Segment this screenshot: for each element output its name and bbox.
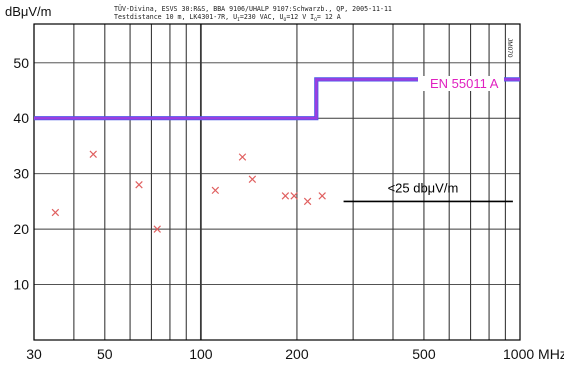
legend-label-background — [418, 76, 504, 91]
header-line-2-sub-1: I — [237, 17, 240, 23]
measurement-point — [89, 150, 97, 159]
measurement-point — [211, 186, 220, 195]
y-axis-label: dBμV/m — [5, 4, 52, 19]
measurement-point — [238, 153, 247, 161]
measurement-point — [51, 208, 60, 217]
header-line-2-part-2: =230 VAC, U — [240, 13, 284, 21]
measurement-point — [318, 192, 326, 200]
legend: EN 55011 A — [418, 76, 504, 91]
measurement-series — [51, 150, 326, 233]
x-tick-label: 100 — [189, 346, 213, 362]
side-label: JM070 — [506, 38, 513, 58]
measurement-point — [135, 181, 143, 189]
header-line-2-sub-3: O — [314, 17, 317, 23]
annotation-group: <25 dbμV/m — [343, 180, 513, 203]
x-tick-label: 1000 MHz — [503, 346, 564, 362]
measurement-point — [281, 192, 290, 200]
y-tick-label: 10 — [13, 277, 29, 293]
header-line-2-part-3: =12 V I — [286, 13, 314, 21]
annotation-label: <25 dbμV/m — [388, 180, 459, 195]
y-tick-label: 50 — [13, 55, 29, 71]
y-tick-label: 30 — [13, 166, 29, 182]
legend-label: EN 55011 A — [430, 76, 499, 91]
measurement-point — [303, 197, 312, 206]
x-tick-labels: 30 50 100 200 500 1000 MHz — [26, 346, 564, 362]
header-line-2: Testdistance 10 m, LK4301-7R, UI=230 VAC… — [114, 13, 341, 23]
measurement-point — [290, 192, 298, 200]
y-tick-label: 20 — [13, 221, 29, 237]
plot-border — [33, 23, 521, 341]
header-line-2-sub-2: O — [284, 17, 287, 23]
y-tick-label: 40 — [13, 110, 29, 126]
measurement-point — [248, 175, 257, 183]
header-line-2-part-1: Testdistance 10 m, LK4301-7R, U — [114, 13, 237, 21]
y-tick-labels: 10 20 30 40 50 — [13, 55, 29, 293]
measurement-point — [153, 225, 161, 233]
x-tick-label: 500 — [412, 346, 436, 362]
x-tick-label: 200 — [285, 346, 309, 362]
x-tick-label: 30 — [26, 346, 42, 362]
header-line-2-part-4: = 12 A — [317, 13, 341, 21]
plot-frame — [33, 23, 521, 341]
header-line-1: TÜV-Divina, ESVS 30:R&S, BBA 9106/UHALP … — [114, 4, 392, 13]
x-tick-label: 50 — [97, 346, 113, 362]
